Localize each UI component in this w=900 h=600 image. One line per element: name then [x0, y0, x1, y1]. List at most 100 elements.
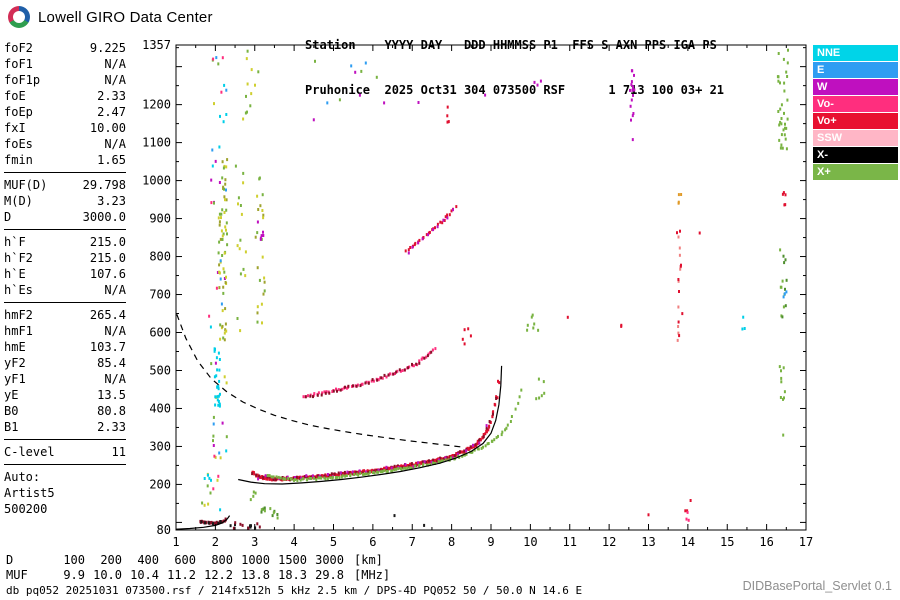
param-value: 2.47	[97, 105, 126, 119]
param-row: M(D) 3.23	[4, 193, 126, 209]
svg-text:1000: 1000	[142, 174, 171, 188]
param-label: fxI	[4, 121, 26, 135]
param-row: B0 80.8	[4, 403, 126, 419]
auto-line: 500200	[4, 502, 48, 516]
legend-item: X+	[813, 164, 898, 180]
svg-text:80: 80	[157, 523, 171, 537]
param-row: h`F 215.0	[4, 234, 126, 250]
autoscaling-info: Auto: Artist5 500200	[4, 469, 126, 517]
muf-value: 18.3	[278, 568, 307, 582]
param-row: D 3000.0	[4, 209, 126, 225]
separator	[4, 464, 126, 465]
distance-row-label: D	[6, 553, 14, 567]
param-row: h`Es N/A	[4, 282, 126, 298]
muf-unit: [MHz]	[354, 568, 391, 582]
station-header-values: Pruhonice 2025 Oct31 304 073500 RSF 1 71…	[305, 83, 725, 97]
param-label: yE	[4, 388, 19, 402]
svg-text:1357: 1357	[142, 38, 171, 52]
muf-value: 13.8	[241, 568, 270, 582]
param-value: N/A	[104, 283, 126, 297]
param-row: hmE 103.7	[4, 339, 126, 355]
param-value: 2.33	[97, 420, 126, 434]
svg-text:400: 400	[149, 401, 171, 415]
legend-item: E	[813, 62, 898, 78]
muf-value: 11.2	[167, 568, 196, 582]
separator	[4, 172, 126, 173]
param-label: foE	[4, 89, 26, 103]
legend-item: Vo-	[813, 96, 898, 112]
muf-value: 10.0	[93, 568, 122, 582]
param-value: 29.798	[82, 178, 126, 192]
legend-item: NNE	[813, 45, 898, 61]
legend-label: E	[817, 64, 825, 76]
param-group-peak-heights: hmF2 265.4 hmF1 N/A hmE 103.7 yF2 85.4 yF1 N/A yE 1…	[4, 307, 126, 435]
param-label: hmF1	[4, 324, 33, 338]
param-label: foF1p	[4, 73, 41, 87]
svg-text:10: 10	[523, 535, 537, 549]
muf-value: 9.9	[63, 568, 85, 582]
legend-label: X-	[817, 149, 828, 161]
param-group-muf: MUF(D) 29.798 M(D) 3.23 D 3000.0	[4, 177, 126, 225]
muf-values: 9.9 10.0 10.4 11.2 12.2 13.8 18.3 29.8	[48, 568, 344, 583]
legend-label: X+	[817, 166, 831, 178]
servlet-version: DIDBasePortal_Servlet 0.1	[742, 579, 892, 593]
param-value: N/A	[104, 73, 126, 87]
param-label: hmE	[4, 340, 26, 354]
svg-text:600: 600	[149, 326, 171, 340]
param-row: MUF(D) 29.798	[4, 177, 126, 193]
param-label: B1	[4, 420, 19, 434]
param-value: N/A	[104, 57, 126, 71]
param-label: h`F	[4, 235, 26, 249]
legend-label: NNE	[817, 47, 841, 59]
svg-text:2: 2	[212, 535, 219, 549]
station-header: Station YYYY DAY DDD HHMMSS P1 FFS S AXN…	[305, 8, 724, 128]
muf-row: MUF 9.9 10.0 10.4 11.2 12.2 13.8 18.3 29.8 [MHz…	[6, 568, 390, 583]
brand-title: Lowell GIRO Data Center	[38, 8, 213, 26]
param-group-virtual-heights: h`F 215.0 h`F2 215.0 h`E 107.6 h`Es N/A	[4, 234, 126, 298]
muf-row-label: MUF	[6, 568, 28, 582]
station-header-labels: Station YYYY DAY DDD HHMMSS P1 FFS S AXN…	[305, 38, 717, 52]
distance-value: 200	[100, 553, 122, 567]
svg-text:14: 14	[681, 535, 695, 549]
param-value: 265.4	[89, 308, 126, 322]
param-value: 9.225	[89, 41, 126, 55]
param-row: B1 2.33	[4, 419, 126, 435]
svg-text:8: 8	[448, 535, 455, 549]
svg-text:1200: 1200	[142, 98, 171, 112]
param-row: h`E 107.6	[4, 266, 126, 282]
svg-text:17: 17	[799, 535, 813, 549]
param-label: C-level	[4, 445, 55, 459]
param-row: yF2 85.4	[4, 355, 126, 371]
param-row: foE 2.33	[4, 88, 126, 104]
param-row: foF1 N/A	[4, 56, 126, 72]
distance-row: D 100 200 400 600 800 1000 1500 3000 [km]	[6, 553, 390, 568]
param-label: foEp	[4, 105, 33, 119]
distance-value: 3000	[315, 553, 344, 567]
parameter-panel: foF2 9.225 foF1 N/A foF1p N/A foE 2.33 foEp 2.47 f…	[4, 40, 126, 517]
distance-value: 600	[174, 553, 196, 567]
param-row: foEp 2.47	[4, 104, 126, 120]
legend-item: X-	[813, 147, 898, 163]
param-row: hmF2 265.4	[4, 307, 126, 323]
param-row: fmin 1.65	[4, 152, 126, 168]
param-value: 13.5	[97, 388, 126, 402]
svg-text:11: 11	[563, 535, 577, 549]
muf-table: D 100 200 400 600 800 1000 1500 3000 [km] MUF 9…	[6, 553, 390, 583]
param-label: hmF2	[4, 308, 33, 322]
param-value: 11	[111, 445, 126, 459]
param-value: 2.33	[97, 89, 126, 103]
svg-text:16: 16	[759, 535, 773, 549]
distance-value: 1000	[241, 553, 270, 567]
echo-direction-legend: NNE E W Vo- Vo+ SSW X- X+	[813, 45, 898, 181]
param-value: 10.00	[89, 121, 126, 135]
param-value: 1.65	[97, 153, 126, 167]
distance-value: 800	[211, 553, 233, 567]
param-label: MUF(D)	[4, 178, 48, 192]
param-value: N/A	[104, 324, 126, 338]
param-label: B0	[4, 404, 19, 418]
svg-text:7: 7	[409, 535, 416, 549]
file-status-line: db pq052 20251031 073500.rsf / 214fx512h…	[6, 584, 583, 597]
distance-values: 100 200 400 600 800 1000 1500 3000	[48, 553, 344, 568]
giro-logo-icon	[8, 6, 30, 28]
